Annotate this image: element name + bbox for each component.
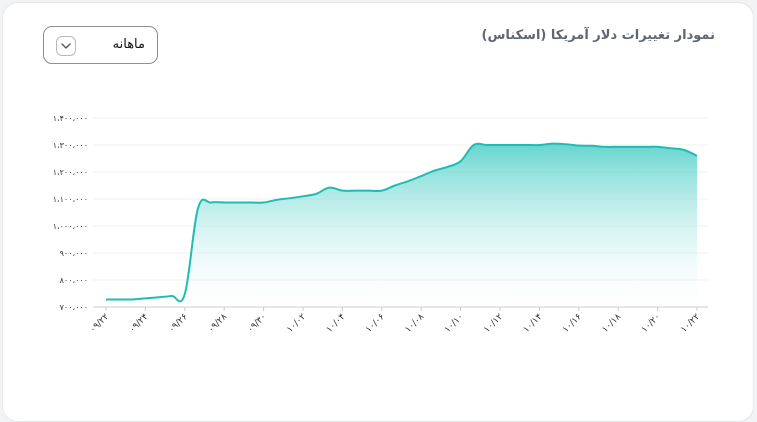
y-tick-label: ۱،۲۰۰،۰۰۰ xyxy=(53,168,88,177)
chevron-down-icon[interactable] xyxy=(56,36,76,56)
x-tick-label: ۱۰/۲۲ xyxy=(679,312,702,335)
area-chart: ۷۰۰،۰۰۰ ۸۰۰،۰۰۰ ۹۰۰،۰۰۰ ۱،۰۰۰،۰۰۰ ۱،۱۰۰،۰۰۰ ۱… xyxy=(53,114,708,335)
series-area xyxy=(106,143,697,307)
y-tick-label: ۱،۳۰۰،۰۰۰ xyxy=(53,141,88,150)
series-line xyxy=(106,142,698,303)
y-tick-label: ۱،۱۰۰،۰۰۰ xyxy=(53,195,88,204)
x-tick-label: ۱۰/۰۶ xyxy=(364,312,387,335)
x-tick-label: ۰۹/۲۲ xyxy=(88,312,111,335)
y-tick-label: ۷۰۰،۰۰۰ xyxy=(60,303,88,312)
y-tick-label: ۱،۴۰۰،۰۰۰ xyxy=(53,114,88,123)
x-tick-label: ۱۰/۱۸ xyxy=(600,312,623,335)
period-dropdown[interactable]: ماهانه xyxy=(43,26,158,64)
x-tick-label: ۱۰/۱۰ xyxy=(443,312,466,335)
x-tick-label: ۰۹/۲۴ xyxy=(128,312,151,335)
y-tick-label: ۹۰۰،۰۰۰ xyxy=(60,249,88,258)
x-tick-label: ۱۰/۱۴ xyxy=(522,312,545,335)
x-tick-label: ۰۹/۲۸ xyxy=(206,312,229,335)
x-tick-label: ۰۹/۳۰ xyxy=(246,312,269,335)
x-tick-label: ۰۹/۲۶ xyxy=(167,312,190,335)
x-tick-label: ۱۰/۲۰ xyxy=(640,312,663,335)
x-tick-label: ۱۰/۱۶ xyxy=(561,312,584,335)
y-tick-label: ۸۰۰،۰۰۰ xyxy=(60,276,88,285)
x-axis: ۰۹/۲۲ ۰۹/۲۴ ۰۹/۲۶ ۰۹/۲۸ ۰۹/۳۰ ۱۰/۰۲ ۱۰/۰۴ ۱۰/۰۶… xyxy=(88,307,702,335)
x-tick-label: ۱۰/۰۸ xyxy=(403,312,426,335)
x-tick-label: ۱۰/۰۴ xyxy=(325,312,348,335)
x-tick-label: ۱۰/۰۲ xyxy=(285,312,308,335)
y-axis: ۷۰۰،۰۰۰ ۸۰۰،۰۰۰ ۹۰۰،۰۰۰ ۱،۰۰۰،۰۰۰ ۱،۱۰۰،۰۰۰ ۱… xyxy=(53,114,88,312)
chart-title: نمودار تغییرات دلار آمریکا (اسکناس) xyxy=(481,28,715,43)
period-dropdown-label: ماهانه xyxy=(112,37,145,52)
y-tick-label: ۱،۰۰۰،۰۰۰ xyxy=(53,222,88,231)
x-tick-label: ۱۰/۱۲ xyxy=(482,312,505,335)
